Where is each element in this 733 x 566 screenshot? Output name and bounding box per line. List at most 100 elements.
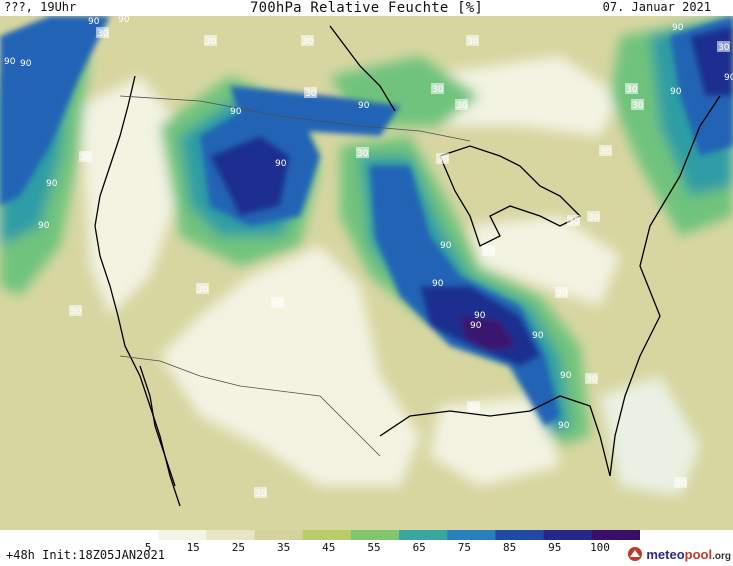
svg-text:30: 30 bbox=[70, 307, 82, 317]
svg-text:90: 90 bbox=[275, 159, 287, 169]
dry-region-gulf bbox=[430, 396, 560, 486]
humidity-field bbox=[0, 16, 733, 530]
west-coastline bbox=[94, 75, 181, 507]
svg-text:30: 30 bbox=[255, 489, 267, 499]
svg-text:30: 30 bbox=[632, 101, 644, 111]
colorbar-segment bbox=[110, 530, 159, 540]
svg-text:30: 30 bbox=[456, 101, 468, 111]
contour-label: 90 bbox=[532, 331, 544, 341]
colorbar-tick-label: 55 bbox=[367, 541, 381, 554]
contour-label: 30 bbox=[455, 99, 468, 111]
colorbar-tick-label: 5 bbox=[144, 541, 152, 554]
colorbar-tick-label: 85 bbox=[502, 541, 517, 554]
svg-text:90: 90 bbox=[230, 107, 242, 117]
contour-label: 30 bbox=[587, 211, 600, 223]
moist-blue-canada bbox=[230, 86, 400, 136]
colorbar-segment bbox=[399, 530, 448, 540]
svg-text:90: 90 bbox=[724, 73, 733, 83]
meteopool-logo[interactable]: meteopool.org bbox=[627, 545, 731, 563]
svg-text:30: 30 bbox=[568, 217, 580, 227]
svg-text:30: 30 bbox=[97, 29, 109, 39]
logo-text: meteopool.org bbox=[646, 547, 731, 562]
svg-text:30: 30 bbox=[302, 37, 314, 47]
svg-text:90: 90 bbox=[470, 321, 482, 331]
colorbar-segment bbox=[158, 530, 207, 540]
date-label: 07. Januar 2021 bbox=[602, 0, 711, 14]
init-label: +48h Init:18Z05JAN2021 bbox=[6, 548, 165, 562]
contour-label: 30 bbox=[356, 147, 369, 159]
contour-label: 30 bbox=[436, 153, 449, 165]
map-title: 700hPa Relative Feuchte [%] bbox=[250, 0, 483, 16]
colorbar-tick-label: 100 bbox=[590, 541, 610, 554]
contour-label: 90 bbox=[560, 371, 572, 381]
svg-text:30: 30 bbox=[588, 213, 600, 223]
contour-label: 90 bbox=[46, 179, 58, 189]
baja-coastline bbox=[139, 365, 176, 487]
contour-label: 30 bbox=[631, 99, 644, 111]
svg-text:30: 30 bbox=[467, 37, 479, 47]
contour-label: 90 bbox=[672, 23, 684, 33]
contour-label: 90 bbox=[470, 321, 482, 331]
contour-label: 90 bbox=[558, 421, 570, 431]
svg-text:90: 90 bbox=[118, 16, 130, 25]
svg-text:30: 30 bbox=[272, 299, 284, 309]
contour-label: 90 bbox=[432, 279, 444, 289]
colorbar-tick-label: 75 bbox=[457, 541, 472, 554]
contour-label: 30 bbox=[79, 151, 92, 163]
borders bbox=[119, 95, 471, 457]
moist-purple-core bbox=[460, 316, 515, 351]
colorbar-tick-label: 95 bbox=[548, 541, 562, 554]
contour-label: 30 bbox=[467, 401, 480, 413]
gulf-coastline bbox=[379, 395, 611, 477]
svg-text:90: 90 bbox=[440, 241, 452, 251]
svg-text:30: 30 bbox=[432, 85, 444, 95]
moist-blue-pacific bbox=[0, 16, 110, 206]
contour-label: 90 bbox=[440, 241, 452, 251]
svg-text:30: 30 bbox=[305, 89, 317, 99]
svg-text:90: 90 bbox=[38, 221, 50, 231]
svg-text:90: 90 bbox=[4, 57, 16, 67]
colorbar-tick-label: 65 bbox=[412, 541, 426, 554]
svg-text:90: 90 bbox=[88, 17, 100, 27]
contour-label: 30 bbox=[482, 245, 495, 257]
svg-text:30: 30 bbox=[357, 149, 369, 159]
colorbar bbox=[110, 530, 640, 540]
contour-label: 30 bbox=[96, 27, 109, 39]
dry-region-southwest bbox=[160, 246, 420, 486]
contour-label: 90 bbox=[230, 107, 242, 117]
svg-text:30: 30 bbox=[626, 85, 638, 95]
colorbar-tick-label: 25 bbox=[231, 541, 246, 554]
svg-text:30: 30 bbox=[437, 155, 449, 165]
logo-brand-main: meteo bbox=[646, 546, 685, 562]
svg-text:30: 30 bbox=[586, 375, 598, 385]
contour-label: 30 bbox=[674, 477, 687, 489]
colorbar-segment bbox=[543, 530, 593, 540]
logo-brand-accent: pool bbox=[684, 546, 713, 562]
canada-us-border bbox=[119, 95, 471, 142]
contour-label: 90 bbox=[20, 59, 32, 69]
contour-label: 30 bbox=[301, 35, 314, 47]
contour-label: 90 bbox=[724, 73, 733, 83]
svg-text:30: 30 bbox=[80, 153, 92, 163]
contour-label: 30 bbox=[567, 215, 580, 227]
hudson-coastline bbox=[329, 25, 396, 112]
dry-region-canada bbox=[420, 56, 620, 136]
svg-text:30: 30 bbox=[556, 289, 568, 299]
svg-text:90: 90 bbox=[560, 371, 572, 381]
contour-label: 30 bbox=[304, 87, 317, 99]
contour-label: 90 bbox=[474, 311, 486, 321]
contour-label: 30 bbox=[271, 297, 284, 309]
contour-label: 30 bbox=[466, 35, 479, 47]
contour-label: 90 bbox=[4, 57, 16, 67]
svg-text:90: 90 bbox=[672, 23, 684, 33]
colorbar-tick-label: 35 bbox=[276, 541, 291, 554]
svg-text:30: 30 bbox=[718, 43, 730, 53]
contour-label: 30 bbox=[585, 373, 598, 385]
contour-label: 30 bbox=[204, 35, 217, 47]
contour-label: 90 bbox=[88, 17, 100, 27]
contour-label: 90 bbox=[358, 101, 370, 111]
svg-text:30: 30 bbox=[483, 247, 495, 257]
contour-label: 90 bbox=[118, 16, 130, 25]
